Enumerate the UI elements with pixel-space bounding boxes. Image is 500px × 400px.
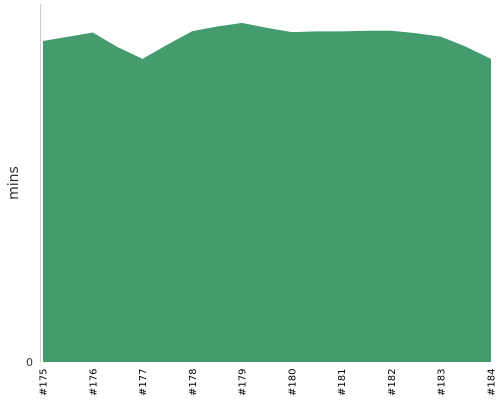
x-tick-label: #184 <box>487 369 498 396</box>
y-tick-label: 0 <box>26 356 33 369</box>
y-axis-ticks: 0 <box>26 356 33 369</box>
area-layer <box>43 22 491 362</box>
x-tick-label: #180 <box>287 369 298 396</box>
series-area <box>43 22 491 362</box>
x-tick-label: #177 <box>138 369 149 396</box>
x-tick-label: #183 <box>437 369 448 396</box>
x-tick-label: #179 <box>238 369 249 396</box>
x-axis-ticks: #175 #176 #177 #178 #179 #180 #181 #182 #183 #184 <box>39 369 498 396</box>
x-tick-label: #175 <box>39 369 50 396</box>
y-axis-title: mins <box>6 166 22 200</box>
x-tick-label: #182 <box>387 369 398 396</box>
x-tick-label: #181 <box>337 369 348 396</box>
x-tick-label: #176 <box>88 369 99 396</box>
x-tick-label: #178 <box>188 369 199 396</box>
